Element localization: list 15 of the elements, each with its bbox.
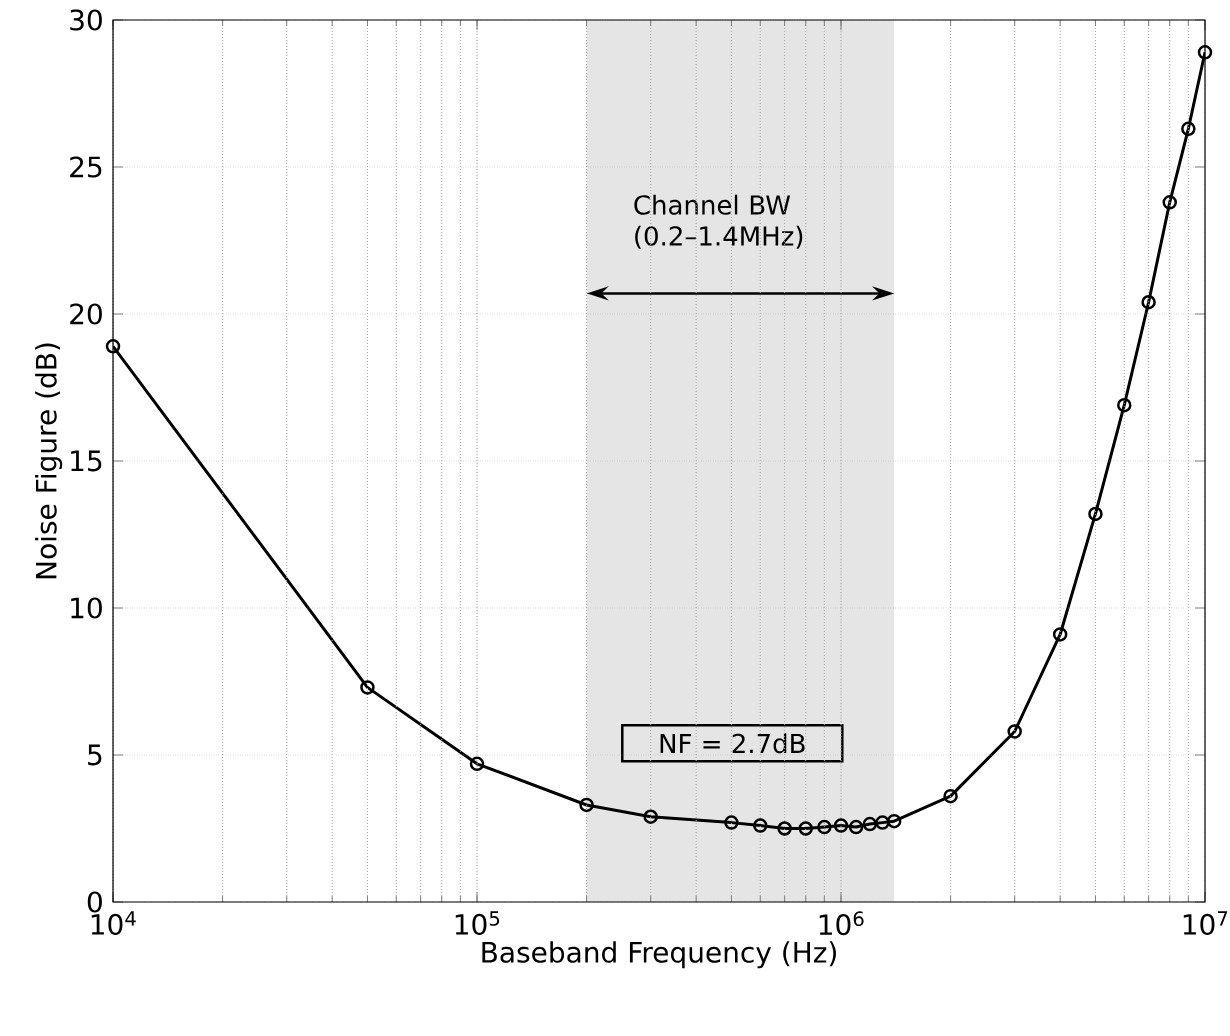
x-tick-label: 10$^{7}$ (1183, 911, 1228, 935)
x-tick-label: 10$^{5}$ (455, 911, 500, 935)
x-tick-label: 10$^{6}$ (819, 911, 864, 936)
y-tick-label: 30 (70, 9, 102, 31)
x-tick-label: 10$^{4}$ (91, 911, 136, 935)
y-tick-label: 15 (71, 450, 102, 472)
x-axis-title: Baseband Frequency (Hz) (482, 941, 836, 969)
y-tick-label: 20 (70, 303, 102, 325)
y-tick-label: 10 (71, 597, 102, 619)
y-tick-label: 0 (87, 891, 102, 913)
y-axis-title: Noise Figure (dB) (35, 343, 63, 579)
y-tick-label: 5 (88, 744, 102, 766)
annotation: NF = 2.7dB (660, 733, 805, 754)
y-tick-label: 25 (70, 156, 102, 178)
band-label: Channel BW (0.2–1.4MHz) (634, 194, 803, 249)
